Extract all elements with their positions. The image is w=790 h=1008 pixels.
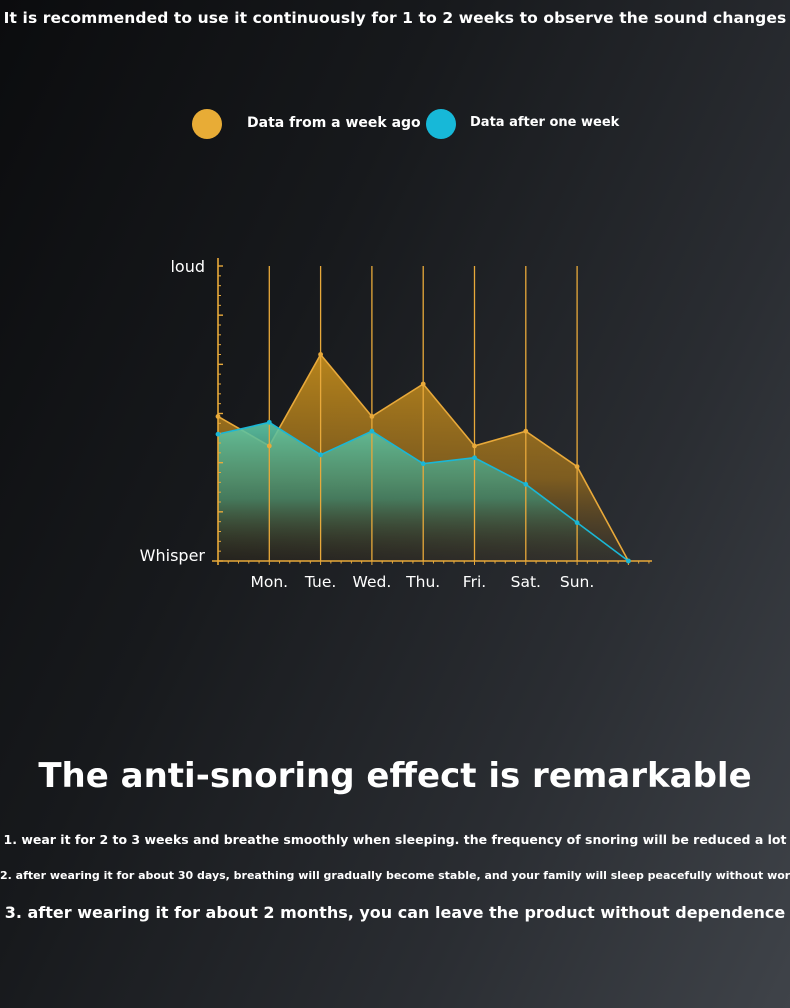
point-week-ago-7 [574, 464, 580, 469]
point-after-week-7 [574, 520, 580, 526]
point-after-week-5 [472, 455, 477, 461]
point-after-week-1 [266, 419, 272, 425]
headline: The anti-snoring effect is remarkable [38, 756, 752, 796]
legend-swatch-after-week [426, 109, 456, 139]
point-week-ago-1 [266, 443, 272, 449]
point-week-ago-3 [369, 414, 375, 419]
point-week-ago-0 [215, 414, 221, 419]
point-week-ago-4 [420, 381, 426, 387]
note-2: 2. after wearing it for about 30 days, b… [0, 869, 790, 882]
x-tick-label-3: Wed. [353, 573, 392, 591]
x-tick-label-6: Sat. [511, 573, 541, 591]
point-after-week-6 [523, 481, 529, 487]
legend-swatch-week-ago [192, 109, 222, 139]
x-tick-label-2: Tue. [304, 573, 336, 591]
point-after-week-4 [420, 461, 426, 467]
legend-label-after-week: Data after one week [470, 115, 620, 130]
x-tick-label-7: Sun. [560, 573, 594, 591]
y-label-bottom: Whisper [140, 546, 206, 565]
snoring-area-chart: loud Whisper Mon. Tue. Wed. Thu. Fri. Sat. Sun… [140, 257, 652, 591]
point-after-week-2 [318, 452, 323, 458]
note-1: 1. wear it for 2 to 3 weeks and breathe … [3, 832, 787, 847]
chart-legend: Data from a week ago Data after one week [0, 108, 790, 140]
x-tick-label-5: Fri. [463, 573, 486, 591]
point-week-ago-6 [523, 428, 529, 434]
y-label-top: loud [170, 257, 205, 276]
point-after-week-0 [215, 431, 221, 437]
point-after-week-3 [369, 428, 375, 434]
point-week-ago-2 [318, 352, 323, 357]
note-3: 3. after wearing it for about 2 months, … [4, 903, 786, 922]
x-tick-label-4: Thu. [405, 573, 440, 591]
point-after-week-8 [626, 558, 631, 564]
usage-recommendation: It is recommended to use it continuously… [3, 9, 787, 27]
point-week-ago-5 [472, 443, 477, 449]
x-tick-label-1: Mon. [250, 573, 288, 591]
legend-label-week-ago: Data from a week ago [247, 115, 421, 131]
